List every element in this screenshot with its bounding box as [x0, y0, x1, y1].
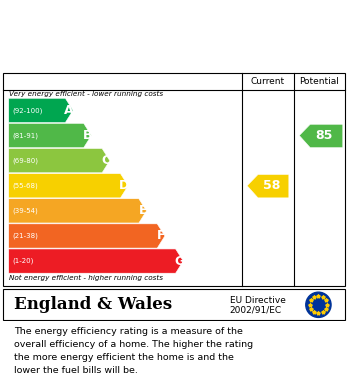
Text: Not energy efficient - higher running costs: Not energy efficient - higher running co…	[9, 275, 163, 282]
Text: Potential: Potential	[299, 77, 339, 86]
Text: E: E	[139, 204, 147, 217]
Polygon shape	[9, 224, 165, 248]
Polygon shape	[9, 149, 110, 173]
Polygon shape	[299, 124, 343, 148]
Text: England & Wales: England & Wales	[14, 296, 172, 313]
Text: F: F	[157, 230, 165, 242]
Text: G: G	[174, 255, 184, 267]
Text: Energy Efficiency Rating: Energy Efficiency Rating	[73, 48, 275, 63]
Text: D: D	[119, 179, 129, 192]
Text: (39-54): (39-54)	[12, 208, 38, 214]
Text: 2002/91/EC: 2002/91/EC	[230, 305, 282, 314]
Polygon shape	[9, 174, 128, 198]
Text: (55-68): (55-68)	[12, 183, 38, 189]
Text: 85: 85	[316, 129, 333, 142]
Polygon shape	[9, 249, 183, 273]
Text: Current: Current	[251, 77, 285, 86]
Text: 58: 58	[262, 179, 280, 192]
Polygon shape	[247, 174, 289, 198]
Polygon shape	[9, 124, 92, 148]
Text: EU Directive: EU Directive	[230, 296, 286, 305]
Text: A: A	[64, 104, 74, 117]
Text: (21-38): (21-38)	[12, 233, 38, 239]
Text: (92-100): (92-100)	[12, 107, 42, 114]
Text: (69-80): (69-80)	[12, 158, 38, 164]
Text: (1-20): (1-20)	[12, 258, 33, 264]
Text: The energy efficiency rating is a measure of the
overall efficiency of a home. T: The energy efficiency rating is a measur…	[14, 327, 253, 375]
Text: Very energy efficient - lower running costs: Very energy efficient - lower running co…	[9, 91, 163, 97]
Polygon shape	[9, 199, 147, 223]
Text: (81-91): (81-91)	[12, 132, 38, 139]
Ellipse shape	[306, 292, 331, 317]
Text: C: C	[101, 154, 111, 167]
Polygon shape	[9, 98, 73, 122]
Text: B: B	[83, 129, 92, 142]
